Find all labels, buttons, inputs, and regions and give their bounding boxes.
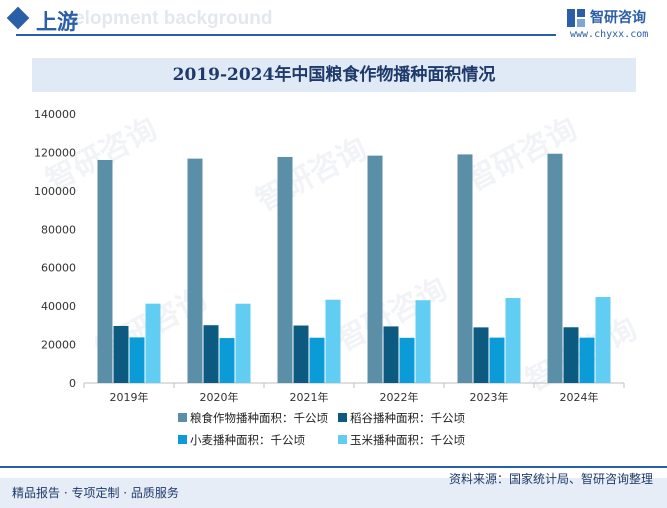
x-tick-label: 2024年 bbox=[560, 390, 599, 404]
bar-2 bbox=[563, 327, 579, 383]
legend-label: 稻谷播种面积：千公顷 bbox=[350, 411, 465, 425]
legend-swatch bbox=[338, 413, 347, 422]
brand-url: www.chyxx.com bbox=[570, 29, 649, 40]
bar-1 bbox=[367, 155, 383, 383]
bar-1 bbox=[187, 158, 203, 383]
bar-3 bbox=[219, 338, 235, 383]
x-tick-label: 2019年 bbox=[110, 390, 149, 404]
bar-1 bbox=[277, 156, 293, 383]
x-tick-label: 2023年 bbox=[470, 390, 509, 404]
legend-label: 粮食作物播种面积：千公顷 bbox=[190, 411, 328, 425]
bar-4 bbox=[505, 298, 521, 383]
bar-1 bbox=[547, 153, 563, 383]
section-title: 上游 bbox=[36, 10, 78, 34]
y-tick-label: 120000 bbox=[34, 146, 76, 159]
y-tick-label: 60000 bbox=[41, 262, 76, 275]
footer-divider bbox=[0, 466, 667, 468]
bar-3 bbox=[309, 337, 325, 383]
footer-bar: 精品报告 · 专项定制 · 品质服务 bbox=[0, 478, 667, 508]
bar-2 bbox=[203, 325, 219, 383]
y-tick-label: 140000 bbox=[34, 108, 76, 121]
header: elopment background 上游 智研咨询 www.chyxx.co… bbox=[0, 0, 667, 42]
x-tick-label: 2021年 bbox=[290, 390, 329, 404]
header-background-text: elopment background bbox=[74, 8, 273, 29]
bar-2 bbox=[473, 327, 489, 383]
y-tick-label: 40000 bbox=[41, 300, 76, 313]
bar-2 bbox=[113, 325, 129, 383]
bar-4 bbox=[235, 303, 251, 383]
bar-1 bbox=[97, 159, 113, 383]
brand-name: 智研咨询 bbox=[590, 10, 646, 26]
source-note: 资料来源：国家统计局、智研咨询整理 bbox=[448, 472, 653, 486]
chart-title-box: 2019-2024年中国粮食作物播种面积情况 bbox=[32, 58, 636, 92]
chart-title: 2019-2024年中国粮食作物播种面积情况 bbox=[172, 65, 496, 85]
legend-swatch bbox=[178, 413, 187, 422]
bar-4 bbox=[325, 299, 341, 383]
y-tick-label: 100000 bbox=[34, 185, 76, 198]
bar-3 bbox=[489, 337, 505, 383]
legend-label: 玉米播种面积：千公顷 bbox=[350, 433, 465, 447]
bar-1 bbox=[457, 154, 473, 383]
bar-3 bbox=[129, 337, 145, 383]
legend-swatch bbox=[178, 435, 187, 444]
bar-chart: 0 20000 40000 60000 80000 100000 120000 140000 2… bbox=[34, 108, 625, 447]
y-tick-label: 20000 bbox=[41, 339, 76, 352]
bar-2 bbox=[383, 326, 399, 383]
bar-4 bbox=[415, 300, 431, 383]
brand-logo-icon bbox=[567, 9, 585, 27]
bar-4 bbox=[145, 303, 161, 383]
y-tick-label: 80000 bbox=[41, 223, 76, 236]
y-tick-label: 0 bbox=[69, 377, 76, 390]
x-tick-label: 2022年 bbox=[380, 390, 419, 404]
diamond-icon bbox=[6, 6, 30, 30]
legend-label: 小麦播种面积：千公顷 bbox=[190, 433, 305, 447]
bar-4 bbox=[595, 297, 611, 383]
bar-3 bbox=[579, 337, 595, 383]
header-divider bbox=[16, 34, 556, 36]
bar-3 bbox=[399, 337, 415, 383]
x-tick-label: 2020年 bbox=[200, 390, 239, 404]
footer-slogan: 精品报告 · 专项定制 · 品质服务 bbox=[12, 486, 179, 500]
bar-2 bbox=[293, 325, 309, 383]
legend-swatch bbox=[338, 435, 347, 444]
